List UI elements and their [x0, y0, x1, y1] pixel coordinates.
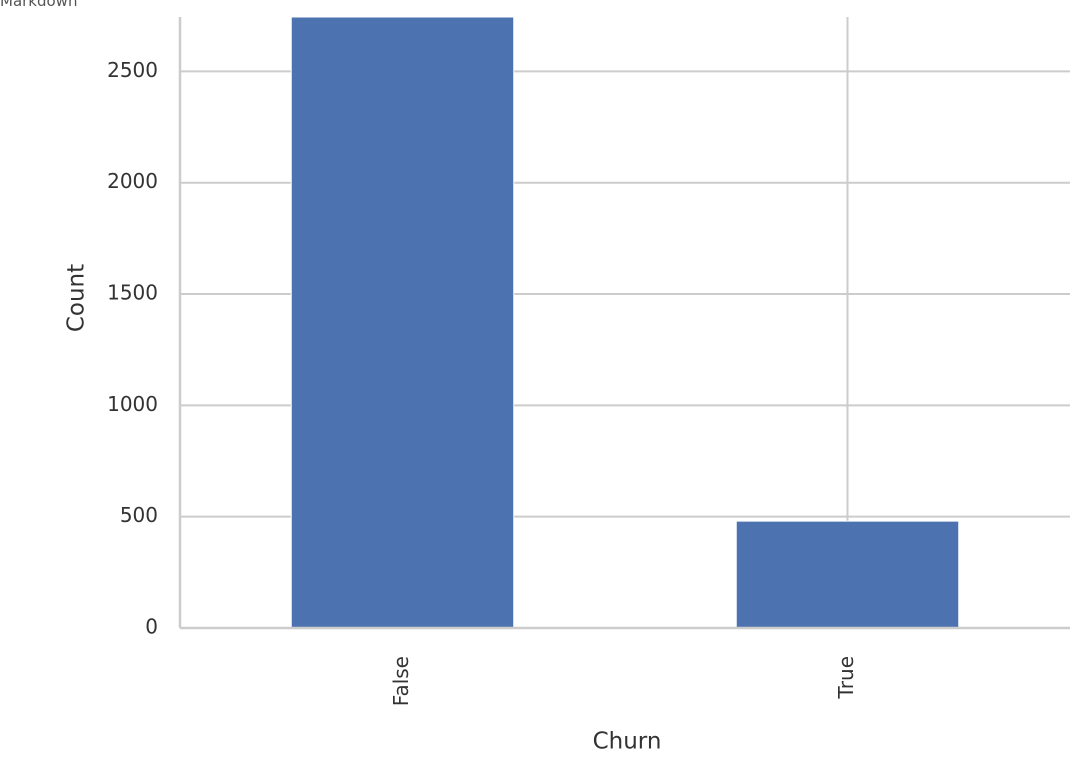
y-tick-label: 0	[145, 615, 158, 639]
y-tick-label: 500	[120, 503, 158, 527]
bar-true	[735, 520, 960, 629]
x-tick-label: True	[834, 656, 858, 699]
x-tick-label: False	[389, 656, 413, 706]
bar-false	[290, 16, 515, 629]
y-tick-label: 1000	[107, 392, 158, 416]
cell-label: Markdown	[0, 0, 78, 10]
y-tick-label: 2000	[107, 169, 158, 193]
axes	[178, 17, 1070, 630]
x-axis-label: Churn	[593, 729, 662, 755]
y-tick-labels: 0 500 1000 1500 2000 2500	[107, 58, 158, 639]
y-tick-label: 2500	[107, 58, 158, 82]
bars	[290, 16, 960, 629]
y-tick-label: 1500	[107, 281, 158, 305]
y-axis-label: Count	[64, 264, 90, 332]
x-tick-labels: False True	[389, 656, 858, 706]
